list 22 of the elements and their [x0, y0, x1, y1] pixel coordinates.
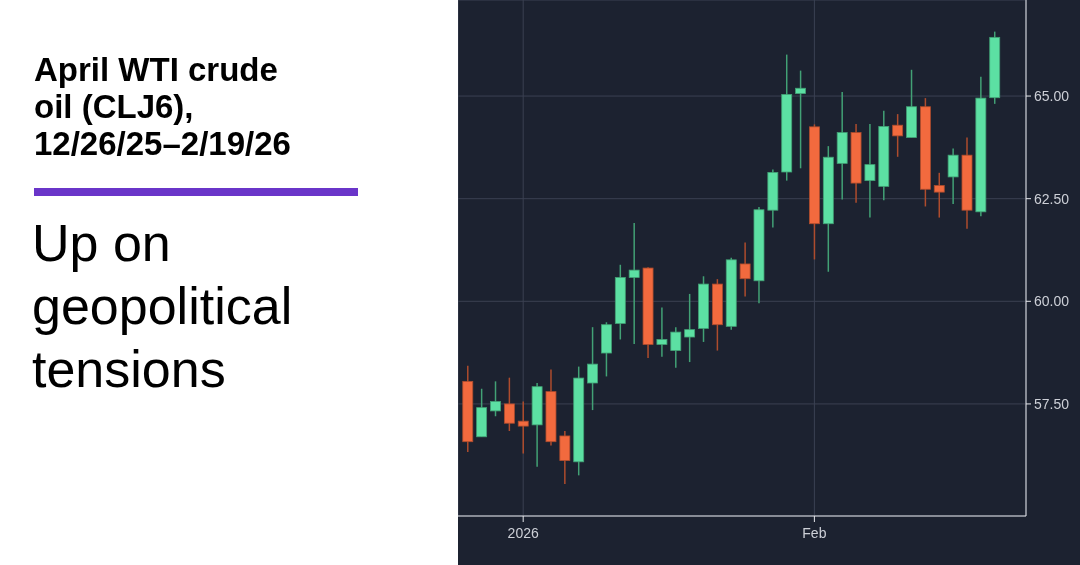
text: Up on geopolitical tensions: [32, 213, 294, 400]
candlestick: [656, 306, 668, 358]
y-tick-label: 65.00: [1034, 88, 1070, 105]
candlestick: [517, 400, 529, 455]
x-tick-label: Feb: [802, 524, 827, 541]
text: April WTI crude oil (CLJ6), 12/26/25–2/19/26: [34, 51, 292, 162]
candlestick: [864, 123, 876, 219]
candlestick: [739, 241, 751, 298]
x-tick-label: 2026: [507, 524, 539, 541]
candlestick: [795, 69, 806, 170]
candlestick: [670, 326, 682, 369]
y-tick-label: 60.00: [1034, 293, 1070, 310]
candlestick: [503, 376, 515, 432]
candlestick: [933, 172, 945, 219]
candlestick: [684, 293, 696, 363]
candlestick: [628, 222, 640, 345]
candlestick: [490, 380, 501, 417]
candlestick: [892, 113, 904, 158]
y-tick-label: 57.50: [1034, 395, 1070, 412]
candlestick: [587, 326, 598, 411]
y-tick-label: 62.50: [1034, 190, 1070, 207]
candlestick: [947, 147, 959, 205]
